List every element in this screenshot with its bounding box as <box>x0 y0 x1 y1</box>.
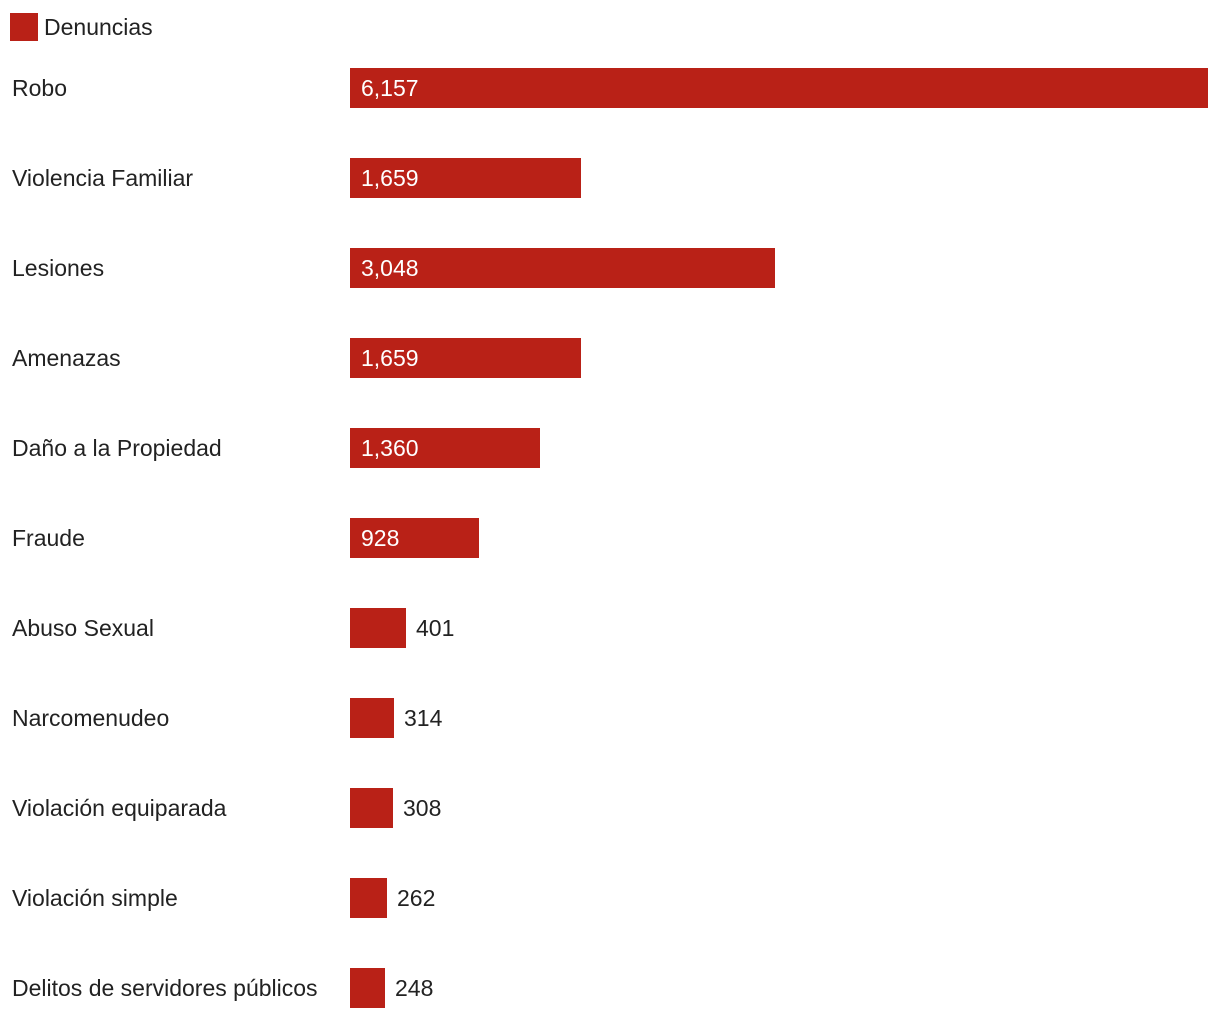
bar <box>350 338 581 378</box>
category-label: Violencia Familiar <box>12 165 193 191</box>
value-label: 1,659 <box>361 165 419 191</box>
value-label: 3,048 <box>361 255 419 281</box>
value-label: 1,360 <box>361 435 419 461</box>
bar <box>350 428 540 468</box>
bar <box>350 248 775 288</box>
category-label: Amenazas <box>12 345 121 371</box>
category-label: Daño a la Propiedad <box>12 435 222 461</box>
bar <box>350 158 581 198</box>
value-label: 314 <box>404 705 443 731</box>
value-label: 308 <box>403 795 441 821</box>
category-label: Lesiones <box>12 255 104 281</box>
category-label: Robo <box>12 75 67 101</box>
value-label: 6,157 <box>361 75 419 101</box>
category-label: Violación equiparada <box>12 795 227 821</box>
value-label: 1,659 <box>361 345 419 371</box>
legend: Denuncias <box>10 13 153 41</box>
category-label: Violación simple <box>12 885 178 911</box>
category-label: Delitos de servidores públicos <box>12 975 318 1001</box>
bar <box>350 698 394 738</box>
value-label: 248 <box>395 975 433 1001</box>
category-label: Abuso Sexual <box>12 615 154 641</box>
bar <box>350 518 479 558</box>
value-label: 262 <box>397 885 435 911</box>
bar <box>350 608 406 648</box>
value-label: 928 <box>361 525 399 551</box>
bar <box>350 968 385 1008</box>
bar <box>350 878 387 918</box>
legend-label: Denuncias <box>44 14 153 40</box>
category-label: Fraude <box>12 525 85 551</box>
bar <box>350 788 393 828</box>
category-label: Narcomenudeo <box>12 705 169 731</box>
value-label: 401 <box>416 615 454 641</box>
bar <box>350 68 1208 108</box>
legend-swatch <box>10 13 38 41</box>
